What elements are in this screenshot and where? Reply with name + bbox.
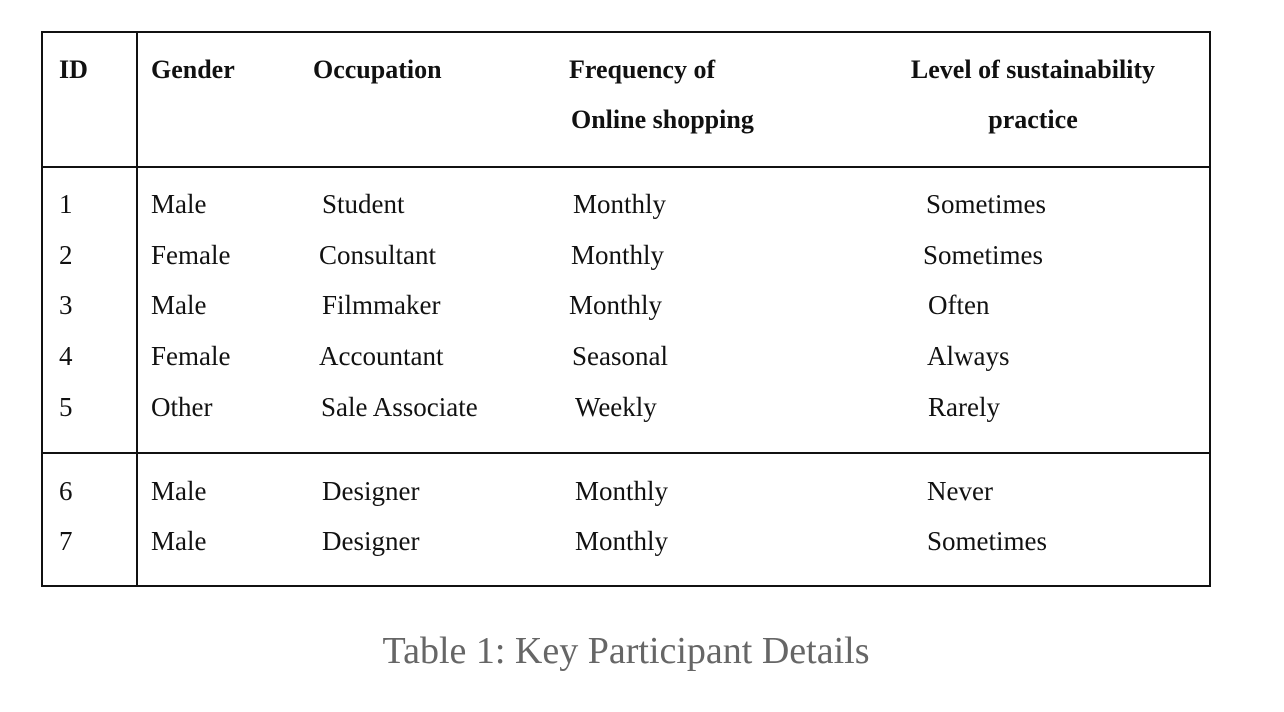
header-frequency-line2: Online shopping	[571, 105, 754, 134]
cell-frequency: Monthly	[575, 476, 669, 506]
cell-id: 6	[59, 476, 73, 506]
header-id: ID	[59, 55, 88, 84]
cell-occupation: Filmmaker	[322, 290, 441, 320]
column-divider	[136, 33, 138, 585]
cell-id: 2	[59, 240, 73, 270]
cell-occupation: Designer	[322, 476, 420, 506]
cell-id: 7	[59, 526, 73, 556]
cell-gender: Female	[151, 341, 231, 371]
cell-gender: Male	[151, 290, 207, 320]
header-occupation: Occupation	[313, 55, 442, 84]
cell-frequency: Monthly	[571, 240, 665, 270]
cell-frequency: Seasonal	[572, 341, 668, 371]
header-divider	[43, 166, 1209, 168]
cell-occupation: Designer	[322, 526, 420, 556]
header-sustainability-line1: Level of sustainability	[910, 55, 1156, 84]
cell-gender: Other	[151, 392, 213, 422]
cell-sustainability: Rarely	[928, 392, 1000, 422]
cell-gender: Male	[151, 189, 207, 219]
cell-occupation: Consultant	[319, 240, 437, 270]
cell-id: 1	[59, 189, 73, 219]
cell-id: 3	[59, 290, 73, 320]
cell-sustainability: Sometimes	[926, 189, 1046, 219]
cell-frequency: Weekly	[575, 392, 657, 422]
cell-gender: Male	[151, 476, 207, 506]
cell-frequency: Monthly	[573, 189, 667, 219]
table-caption: Table 1: Key Participant Details	[382, 630, 870, 672]
cell-id: 5	[59, 392, 73, 422]
cell-occupation: Sale Associate	[321, 392, 478, 422]
cell-sustainability: Sometimes	[927, 526, 1047, 556]
header-gender: Gender	[151, 55, 235, 84]
group-divider	[43, 452, 1209, 454]
cell-occupation: Student	[322, 189, 405, 219]
cell-sustainability: Always	[927, 341, 1010, 371]
cell-sustainability: Often	[928, 290, 990, 320]
cell-frequency: Monthly	[575, 526, 669, 556]
header-sustainability-line2: practice	[988, 105, 1078, 134]
cell-occupation: Accountant	[319, 341, 444, 371]
cell-frequency: Monthly	[569, 290, 663, 320]
participant-table: ID Gender Occupation Frequency of Online…	[41, 31, 1211, 587]
cell-sustainability: Sometimes	[923, 240, 1043, 270]
cell-id: 4	[59, 341, 73, 371]
header-frequency-line1: Frequency of	[569, 55, 716, 84]
cell-sustainability: Never	[927, 476, 993, 506]
cell-gender: Male	[151, 526, 207, 556]
cell-gender: Female	[151, 240, 231, 270]
